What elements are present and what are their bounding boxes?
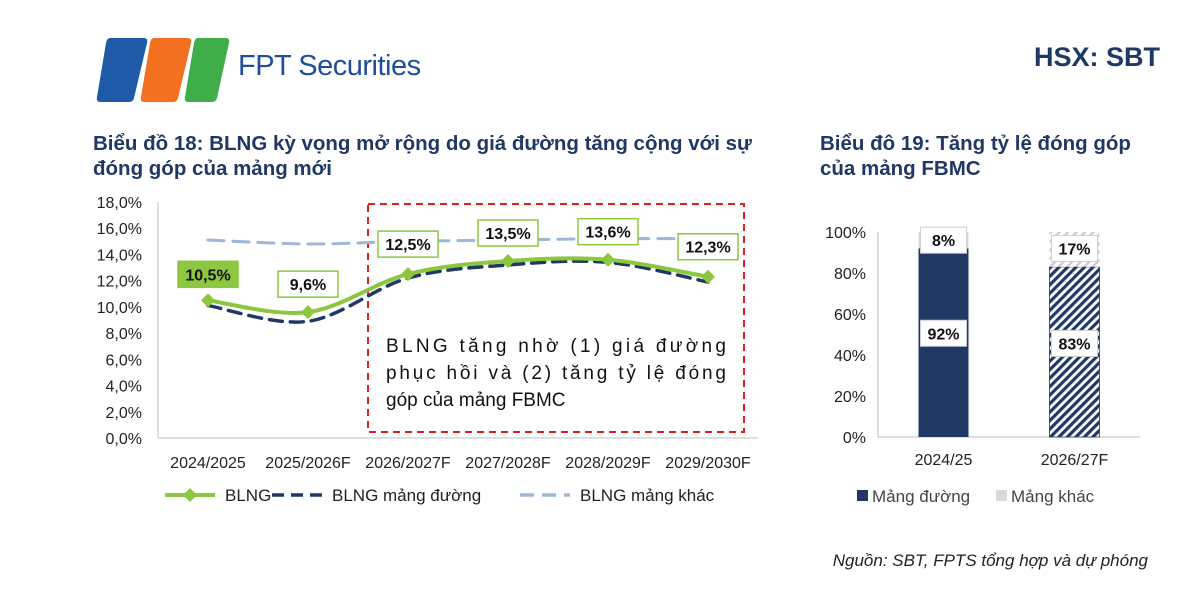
y-tick-label: 40% bbox=[834, 348, 866, 365]
x-tick-label: 2028/2029F bbox=[565, 455, 651, 472]
data-label: 10,5% bbox=[185, 267, 230, 284]
y-tick-label: 4,0% bbox=[106, 379, 142, 396]
annotation-line: góp của mảng FBMC bbox=[386, 390, 566, 411]
source-note: Nguồn: SBT, FPTS tổng hợp và dự phóng bbox=[832, 551, 1148, 570]
legend-swatch bbox=[857, 490, 868, 501]
segment-label-box bbox=[920, 226, 967, 254]
legend-label: BLNG mảng khác bbox=[580, 486, 715, 505]
x-tick-label: 2029/2030F bbox=[665, 455, 751, 472]
blng-point bbox=[301, 305, 315, 320]
y-tick-label: 0,0% bbox=[106, 431, 142, 448]
segment-label: 8% bbox=[932, 233, 955, 250]
segment-label-box bbox=[1051, 329, 1098, 357]
y-tick-label: 18,0% bbox=[97, 195, 142, 212]
chart18-line-chart: 0,0% 2,0% 4,0% 6,0% 8,0% 10,0% 12,0% 14,0% 16,0%… bbox=[97, 195, 758, 505]
y-tick-label: 80% bbox=[834, 266, 866, 283]
blng-point bbox=[401, 267, 415, 282]
segment-label-box bbox=[920, 319, 967, 347]
data-label: 12,3% bbox=[685, 240, 730, 257]
segment-label: 92% bbox=[927, 326, 959, 343]
y-tick-label: 20% bbox=[834, 389, 866, 406]
legend-label: BLNG bbox=[225, 486, 271, 505]
y-tick-label: 6,0% bbox=[106, 352, 142, 369]
blng-point bbox=[201, 293, 215, 308]
data-label: 13,6% bbox=[585, 225, 630, 242]
fpt-logo bbox=[96, 38, 230, 102]
x-tick-label: 2024/25 bbox=[915, 452, 973, 469]
brand-name: FPT Securities bbox=[238, 50, 421, 82]
logo-orange-shape bbox=[140, 38, 192, 102]
legend-label: BLNG mảng đường bbox=[332, 486, 481, 505]
y-tick-label: 10,0% bbox=[97, 300, 142, 317]
annotation-line: BLNG tăng nhờ (1) giá đường bbox=[386, 336, 726, 357]
legend-swatch bbox=[996, 490, 1007, 501]
data-label-box bbox=[677, 232, 739, 261]
segment-label-box bbox=[1051, 234, 1098, 262]
legend-label: Mảng đường bbox=[872, 487, 970, 506]
blng-point bbox=[601, 252, 615, 267]
x-tick-label: 2026/27F bbox=[1041, 452, 1109, 469]
data-label: 12,5% bbox=[385, 237, 430, 254]
data-label-box bbox=[377, 230, 439, 258]
y-tick-label: 2,0% bbox=[106, 405, 142, 422]
series-line-1 bbox=[206, 259, 710, 324]
segment-label: 17% bbox=[1058, 241, 1090, 258]
segment-label: 83% bbox=[1058, 336, 1090, 353]
y-tick-label: 60% bbox=[834, 307, 866, 324]
blng-point bbox=[701, 269, 715, 284]
forecast-highlight-box bbox=[367, 203, 745, 433]
ticker-label: HSX: SBT bbox=[1033, 42, 1160, 72]
y-tick-label: 100% bbox=[825, 225, 866, 242]
x-tick-label: 2025/2026F bbox=[265, 455, 351, 472]
annotation-line: phục hồi và (2) tăng tỷ lệ đóng bbox=[386, 363, 726, 384]
chart18-title: Biểu đồ 18: BLNG kỳ vọng mở rộng do giá … bbox=[93, 132, 752, 180]
x-tick-label: 2026/2027F bbox=[365, 455, 451, 472]
y-tick-label: 0% bbox=[843, 430, 866, 447]
y-tick-label: 16,0% bbox=[97, 221, 142, 238]
chart19-stacked-bar-chart: 0% 20% 40% 60% 80% 100% 92% 8% 2024/25 83% 17% 2026… bbox=[825, 225, 1140, 506]
chart19-title: Biểu đô 19: Tăng tỷ lệ đóng góp của mảng… bbox=[820, 132, 1131, 180]
legend-label: Mảng khác bbox=[1011, 487, 1095, 506]
y-tick-label: 12,0% bbox=[97, 274, 142, 291]
y-tick-label: 14,0% bbox=[97, 247, 142, 264]
blng-point bbox=[501, 254, 515, 268]
logo-blue-shape bbox=[96, 38, 148, 102]
data-label: 13,5% bbox=[485, 226, 530, 243]
series-line-0 bbox=[206, 256, 710, 315]
data-label: 9,6% bbox=[290, 277, 326, 294]
data-label-box bbox=[477, 219, 539, 247]
data-label-box bbox=[577, 217, 639, 246]
legend-marker bbox=[183, 488, 197, 502]
x-tick-label: 2024/2025 bbox=[170, 455, 246, 472]
data-label-box bbox=[277, 270, 339, 298]
logo-green-shape bbox=[184, 38, 230, 102]
x-tick-label: 2027/2028F bbox=[465, 455, 551, 472]
data-label-box bbox=[177, 260, 239, 289]
y-tick-label: 8,0% bbox=[106, 326, 142, 343]
